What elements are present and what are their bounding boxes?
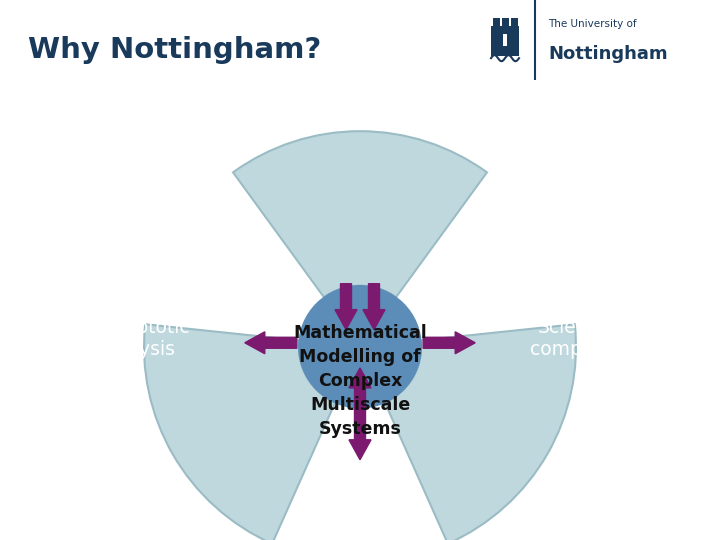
- Text: Systems: Systems: [318, 420, 402, 437]
- Text: The University of: The University of: [548, 19, 636, 29]
- Text: Asymptotic
analysis: Asymptotic analysis: [85, 318, 191, 359]
- FancyArrow shape: [423, 332, 475, 354]
- Text: Multiscale: Multiscale: [310, 396, 410, 414]
- Bar: [502, 18, 509, 26]
- Bar: [493, 18, 500, 26]
- Text: Mathematical: Mathematical: [293, 324, 427, 342]
- FancyArrow shape: [349, 410, 371, 460]
- Text: Complex: Complex: [318, 372, 402, 390]
- FancyArrow shape: [245, 332, 297, 354]
- Wedge shape: [144, 324, 335, 540]
- Text: Nottingham: Nottingham: [548, 45, 667, 63]
- FancyArrow shape: [335, 284, 357, 329]
- FancyArrow shape: [363, 284, 385, 329]
- Bar: [491, 26, 519, 56]
- Text: Why Nottingham?: Why Nottingham?: [28, 36, 321, 64]
- Text: Stochastic
modelling: Stochastic modelling: [312, 465, 408, 507]
- Circle shape: [299, 286, 421, 408]
- Wedge shape: [385, 324, 576, 540]
- Bar: [503, 34, 507, 46]
- Text: Scientific
computing: Scientific computing: [530, 318, 630, 359]
- Text: Modelling of: Modelling of: [299, 348, 421, 366]
- FancyArrow shape: [349, 368, 371, 410]
- Bar: [511, 18, 518, 26]
- Wedge shape: [233, 131, 487, 298]
